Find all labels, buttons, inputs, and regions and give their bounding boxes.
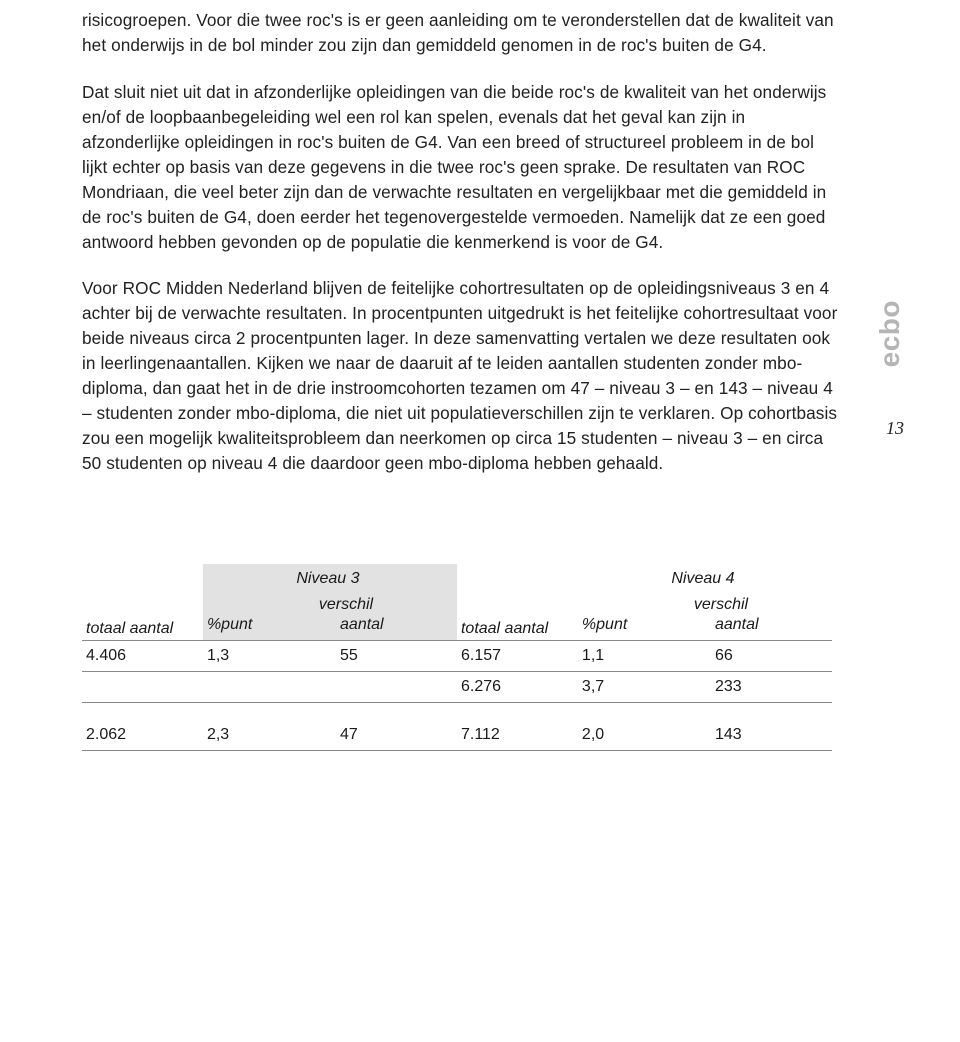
cell-a3: 55 — [336, 640, 457, 671]
table-row: 2.062 2,3 47 7.112 2,0 143 — [82, 720, 832, 751]
table-row: 4.406 1,3 55 6.157 1,1 66 — [82, 640, 832, 671]
cell-t3: 2.062 — [82, 720, 203, 751]
header-pct-4: %punt — [578, 616, 711, 641]
paragraph-1: risicogroepen. Voor die twee roc's is er… — [82, 8, 840, 58]
cell-t3 — [82, 671, 203, 702]
cell-a4: 66 — [711, 640, 832, 671]
header-niveau-4: Niveau 4 — [578, 564, 832, 590]
cell-t4: 7.112 — [457, 720, 578, 751]
page-body: risicogroepen. Voor die twee roc's is er… — [0, 0, 960, 751]
header-niveau-3: Niveau 3 — [203, 564, 457, 590]
cell-t4: 6.276 — [457, 671, 578, 702]
cell-p3: 1,3 — [203, 640, 336, 671]
cell-p4: 3,7 — [578, 671, 711, 702]
table-group-header: Niveau 3 Niveau 4 — [82, 564, 832, 590]
cell-p4: 2,0 — [578, 720, 711, 751]
header-aantal-4: aantal — [711, 616, 832, 641]
header-totaal-label: totaal aantal — [86, 620, 173, 637]
paragraph-2: Dat sluit niet uit dat in afzonderlijke … — [82, 80, 840, 255]
header-pct-3: %punt — [203, 616, 336, 641]
table-row: 6.276 3,7 233 — [82, 671, 832, 702]
data-table: Niveau 3 Niveau 4 totaal aantal verschil… — [82, 564, 832, 752]
header-verschil-4: verschil — [578, 590, 832, 616]
cell-p3: 2,3 — [203, 720, 336, 751]
header-totaal-4: totaal aantal — [457, 590, 578, 641]
header-totaal-label-4: totaal aantal — [461, 620, 548, 637]
header-verschil-3: verschil — [203, 590, 457, 616]
cell-t4: 6.157 — [457, 640, 578, 671]
cell-a4: 143 — [711, 720, 832, 751]
cell-p3 — [203, 671, 336, 702]
paragraph-3: Voor ROC Midden Nederland blijven de fei… — [82, 276, 840, 476]
header-aantal-3: aantal — [336, 616, 457, 641]
cell-a4: 233 — [711, 671, 832, 702]
cell-t3: 4.406 — [82, 640, 203, 671]
cell-a3 — [336, 671, 457, 702]
cell-a3: 47 — [336, 720, 457, 751]
table-verschil-row: totaal aantal verschil totaal aantal ver… — [82, 590, 832, 616]
page-number: 13 — [886, 418, 904, 439]
cell-p4: 1,1 — [578, 640, 711, 671]
header-totaal-3: totaal aantal — [82, 590, 203, 641]
side-brand-label: ecbo — [874, 300, 906, 367]
table-spacer — [82, 702, 832, 720]
